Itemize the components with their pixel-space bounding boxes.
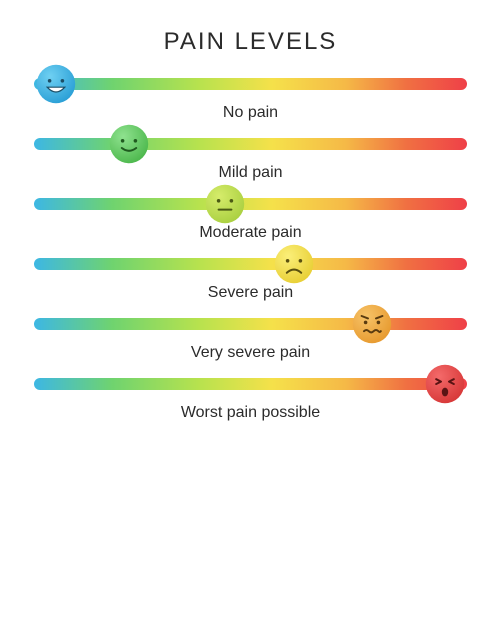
pain-slider-track[interactable] bbox=[34, 318, 467, 330]
pain-row-moderate-pain: Moderate pain bbox=[34, 198, 467, 242]
pain-face-icon[interactable] bbox=[352, 304, 392, 344]
pain-row-mild-pain: Mild pain bbox=[34, 138, 467, 182]
pain-face-icon[interactable] bbox=[36, 64, 76, 104]
pain-face-icon[interactable] bbox=[109, 124, 149, 164]
pain-level-label: No pain bbox=[34, 104, 467, 122]
chart-title: PAIN LEVELS bbox=[34, 28, 467, 56]
pain-face-icon[interactable] bbox=[274, 244, 314, 284]
pain-rows-container: No pain Mild pain Moderate pain bbox=[34, 78, 467, 422]
pain-level-label: Worst pain possible bbox=[34, 404, 467, 422]
pain-slider-track[interactable] bbox=[34, 378, 467, 390]
pain-level-label: Severe pain bbox=[34, 284, 467, 302]
pain-row-very-severe-pain: Very severe pain bbox=[34, 318, 467, 362]
pain-slider-track[interactable] bbox=[34, 258, 467, 270]
pain-slider-track[interactable] bbox=[34, 78, 467, 90]
pain-face-icon[interactable] bbox=[425, 364, 465, 404]
pain-slider-track[interactable] bbox=[34, 198, 467, 210]
pain-level-label: Very severe pain bbox=[34, 344, 467, 362]
pain-row-severe-pain: Severe pain bbox=[34, 258, 467, 302]
pain-levels-chart: PAIN LEVELS No pain Mild pain bbox=[0, 0, 501, 626]
pain-face-icon[interactable] bbox=[205, 184, 245, 224]
pain-row-no-pain: No pain bbox=[34, 78, 467, 122]
pain-level-label: Moderate pain bbox=[34, 224, 467, 242]
pain-slider-track[interactable] bbox=[34, 138, 467, 150]
pain-level-label: Mild pain bbox=[34, 164, 467, 182]
pain-row-worst-pain: Worst pain possible bbox=[34, 378, 467, 422]
